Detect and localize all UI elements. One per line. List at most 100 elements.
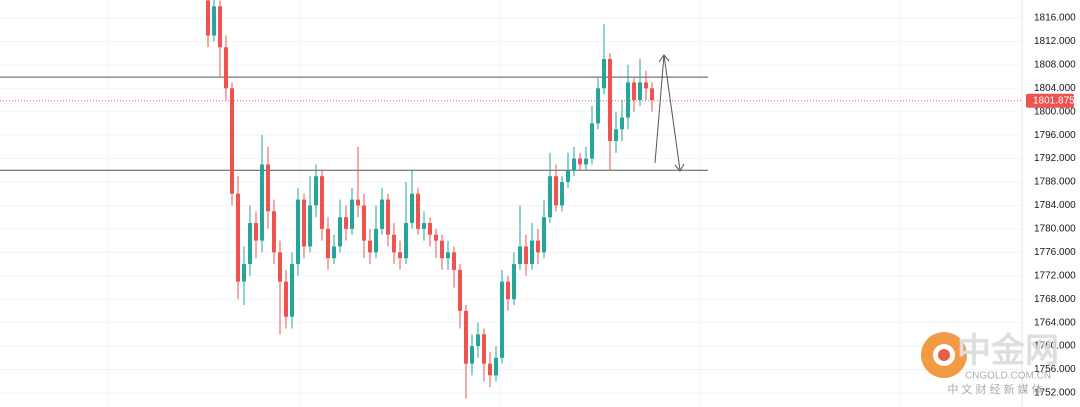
y-tick-label: 1780.000	[1034, 224, 1076, 235]
candle-body	[368, 240, 372, 253]
y-tick-label: 1764.000	[1034, 317, 1076, 328]
y-tick-label: 1776.000	[1034, 247, 1076, 258]
candle-body	[650, 88, 654, 101]
candle-body	[530, 240, 534, 265]
y-tick-label: 1768.000	[1034, 294, 1076, 305]
candle-body	[602, 58, 606, 89]
candle-body	[578, 158, 582, 165]
candle-body	[236, 193, 240, 282]
candle-body	[302, 199, 306, 247]
candle-body	[566, 170, 570, 183]
candle-body	[470, 346, 474, 364]
candle-body	[524, 246, 528, 265]
candle-body	[536, 240, 540, 253]
candle-body	[362, 205, 366, 241]
candle-body	[230, 88, 234, 194]
candle-body	[494, 357, 498, 376]
candle-body	[608, 58, 612, 142]
candle-body	[476, 334, 480, 347]
candle-body	[488, 363, 492, 376]
candle-body	[350, 199, 354, 229]
candle-body	[392, 234, 396, 253]
candle-body	[620, 117, 624, 130]
y-tick-label: 1772.000	[1034, 270, 1076, 281]
candle-body	[356, 199, 360, 206]
candle-body	[560, 182, 564, 206]
candle-body	[632, 82, 636, 101]
candle-body	[548, 176, 552, 218]
candle-body	[614, 129, 618, 142]
candle-body	[464, 310, 468, 364]
candle-body	[482, 334, 486, 364]
watermark: 中金网 CNGOLD.COM.CN 中 文 财 经 新 媒 体	[921, 331, 1059, 396]
candle-body	[254, 223, 258, 241]
candle-body	[572, 158, 576, 171]
candle-body	[308, 205, 312, 247]
arrow-head	[674, 163, 685, 172]
arrow-head	[658, 54, 670, 63]
candle-body	[644, 82, 648, 89]
candle-body	[404, 223, 408, 259]
candle-body	[224, 47, 228, 89]
y-tick-label: 1804.000	[1034, 83, 1076, 94]
candle-body	[206, 0, 210, 36]
candle-body	[374, 228, 378, 253]
candle-body	[410, 193, 414, 224]
y-tick-label: 1784.000	[1034, 200, 1076, 211]
candle-body	[590, 123, 594, 159]
candle-body	[284, 281, 288, 317]
last-price-label: 1801.875	[1033, 95, 1075, 106]
candle-body	[248, 223, 252, 265]
candle-body	[398, 252, 402, 259]
candle-body	[638, 82, 642, 101]
candle-body	[506, 281, 510, 300]
y-tick-label: 1812.000	[1034, 36, 1076, 47]
candle-body	[452, 252, 456, 270]
candle-body	[422, 223, 426, 229]
y-tick-label: 1796.000	[1034, 130, 1076, 141]
candle-body	[266, 164, 270, 212]
arrow-annotation	[654, 54, 685, 172]
candle-body	[584, 158, 588, 165]
candle-body	[326, 228, 330, 259]
candle-body	[212, 6, 216, 36]
y-tick-label: 1816.000	[1034, 13, 1076, 24]
last-price-box	[1026, 93, 1074, 108]
candle-body	[314, 176, 318, 206]
logo-dot	[938, 349, 950, 361]
y-tick-label: 1792.000	[1034, 153, 1076, 164]
candle-body	[446, 252, 450, 259]
candle-body	[518, 246, 522, 265]
candle-body	[290, 264, 294, 317]
candle-body	[386, 199, 390, 235]
candle-body	[320, 176, 324, 229]
candle-body	[416, 193, 420, 229]
candle-body	[218, 6, 222, 48]
candle-body	[554, 176, 558, 206]
candle-body	[434, 234, 438, 241]
watermark-name: 中金网	[957, 331, 1059, 370]
candle-body	[428, 223, 432, 235]
watermark-domain: CNGOLD.COM.CN	[965, 371, 1051, 382]
candle-body	[332, 246, 336, 259]
y-tick-label: 1760.000	[1034, 341, 1076, 352]
candle-body	[272, 211, 276, 253]
candle-body	[542, 217, 546, 253]
y-tick-label: 1800.000	[1034, 106, 1076, 117]
watermark-slogan: 中 文 财 经 新 媒 体	[947, 382, 1042, 396]
candle-body	[440, 240, 444, 259]
candle-body	[296, 199, 300, 265]
candle-body	[500, 281, 504, 358]
candle-body	[338, 217, 342, 247]
candle-body	[380, 199, 384, 229]
y-tick-label: 1752.000	[1034, 388, 1076, 399]
candle-body	[512, 264, 516, 300]
candle-body	[278, 252, 282, 282]
candle-body	[344, 217, 348, 229]
y-tick-label: 1756.000	[1034, 364, 1076, 375]
y-tick-label: 1788.000	[1034, 177, 1076, 188]
candle-body	[596, 88, 600, 124]
y-tick-label: 1808.000	[1034, 59, 1076, 70]
candle-body	[458, 269, 462, 311]
